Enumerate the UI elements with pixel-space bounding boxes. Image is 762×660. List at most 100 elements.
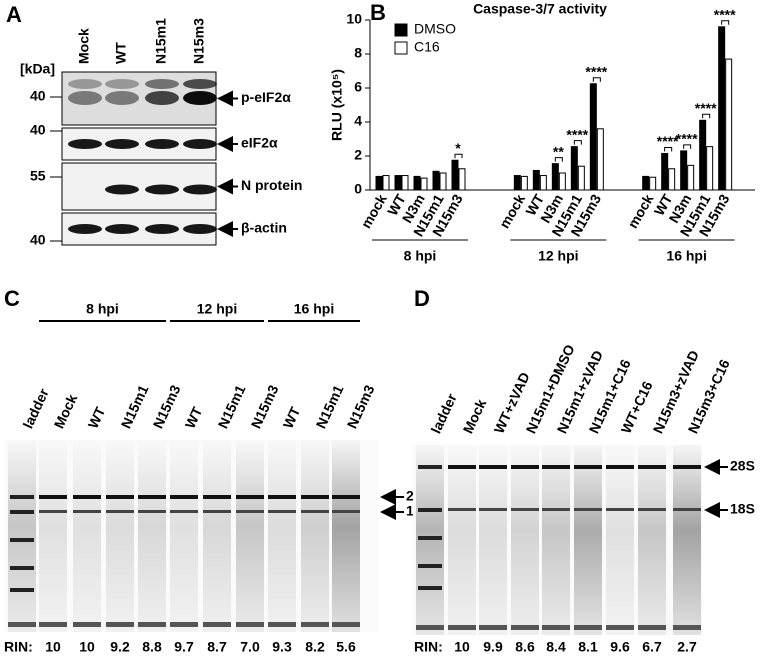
rin-value: 8.7	[207, 639, 227, 655]
band	[68, 139, 102, 149]
floor-band	[511, 625, 539, 630]
bar	[413, 175, 421, 191]
bar	[382, 175, 390, 191]
band-28s	[673, 465, 701, 469]
lane	[203, 440, 231, 632]
lane-label: WT	[85, 404, 109, 431]
marker-label: 40	[30, 122, 46, 138]
lane-label: WT	[280, 404, 304, 431]
bar	[680, 150, 688, 191]
band-28s	[106, 495, 134, 499]
rin-value: 7.0	[240, 639, 260, 655]
bar	[577, 165, 585, 191]
ladder-band	[10, 566, 34, 570]
lane	[106, 440, 134, 632]
band-18s	[574, 508, 602, 511]
band-18s	[542, 508, 570, 511]
band	[183, 224, 217, 234]
lane-label: WT	[113, 42, 129, 64]
band-28s	[638, 465, 666, 469]
floor-band	[638, 625, 666, 630]
significance: **	[553, 143, 564, 159]
legend-label: C16	[414, 39, 440, 55]
bar	[596, 128, 604, 191]
band-28s	[301, 495, 329, 499]
lane	[511, 445, 539, 635]
rin-value: 10	[454, 639, 470, 655]
band	[183, 91, 217, 105]
band-18s	[236, 510, 264, 513]
rin-value: 6.7	[642, 639, 662, 655]
y-axis-label: RLU (x10⁵)	[329, 69, 345, 141]
sig-bracket	[592, 77, 601, 82]
ladder-band	[418, 564, 442, 568]
lane	[138, 440, 166, 632]
band-28s	[203, 495, 231, 499]
bar	[539, 175, 547, 191]
band-18s	[448, 508, 476, 511]
sig-bracket	[664, 146, 673, 152]
lane	[638, 445, 666, 635]
lane-label: N15m1	[153, 18, 169, 64]
panel-label: D	[414, 286, 430, 311]
floor-band	[203, 622, 231, 627]
floor-band	[268, 622, 296, 627]
band-28s	[448, 465, 476, 469]
rin-value: 8.8	[142, 639, 162, 655]
band	[183, 184, 217, 195]
legend-swatch	[394, 23, 408, 37]
lane-label: N15m3	[191, 18, 207, 64]
band	[183, 139, 217, 149]
rin-value: 9.3	[272, 639, 292, 655]
bar	[642, 175, 650, 191]
rin-value: 10	[45, 639, 61, 655]
bar	[649, 176, 657, 191]
rin-value: 9.7	[174, 639, 194, 655]
floor-band	[416, 625, 444, 630]
bar	[699, 119, 707, 191]
band-18s	[301, 510, 329, 513]
band-28s	[73, 495, 101, 499]
lane-label: Mock	[460, 396, 490, 435]
group-label: 12 hpi	[197, 301, 237, 317]
marker-label: 18S	[730, 501, 755, 517]
bar	[394, 175, 402, 191]
band-28s	[236, 495, 264, 499]
lane	[606, 445, 634, 635]
rin-value: 10	[79, 639, 95, 655]
band	[145, 91, 179, 105]
floor-band	[8, 622, 36, 627]
lane-label: N15m3	[150, 382, 184, 431]
panel-label: C	[4, 286, 20, 311]
bar	[570, 146, 578, 191]
ladder-band	[10, 510, 34, 514]
bar	[439, 172, 447, 191]
band	[68, 224, 102, 234]
blot-label: N protein	[241, 177, 302, 193]
lane	[236, 440, 264, 632]
y-tick-label: 8	[354, 45, 362, 61]
band	[145, 139, 179, 149]
rin-value: 8.4	[546, 639, 566, 655]
chart-title: Caspase-3/7 activity	[473, 1, 607, 17]
band-28s	[138, 495, 166, 499]
rin-value: 9.2	[110, 639, 130, 655]
y-tick-label: 4	[354, 113, 362, 129]
group-label: 12 hpi	[538, 248, 578, 264]
significance: ****	[585, 63, 607, 79]
lane-label: N15m1	[313, 382, 347, 431]
band-18s	[106, 510, 134, 513]
lane	[73, 440, 101, 632]
lane	[542, 445, 570, 635]
floor-band	[138, 622, 166, 627]
band-28s	[479, 465, 507, 469]
lane	[8, 440, 36, 632]
bar	[718, 26, 726, 191]
legend-label: DMSO	[414, 21, 456, 37]
band	[68, 79, 102, 89]
band-28s	[511, 465, 539, 469]
band-28s	[170, 495, 198, 499]
band-18s	[638, 508, 666, 511]
band	[183, 79, 217, 89]
